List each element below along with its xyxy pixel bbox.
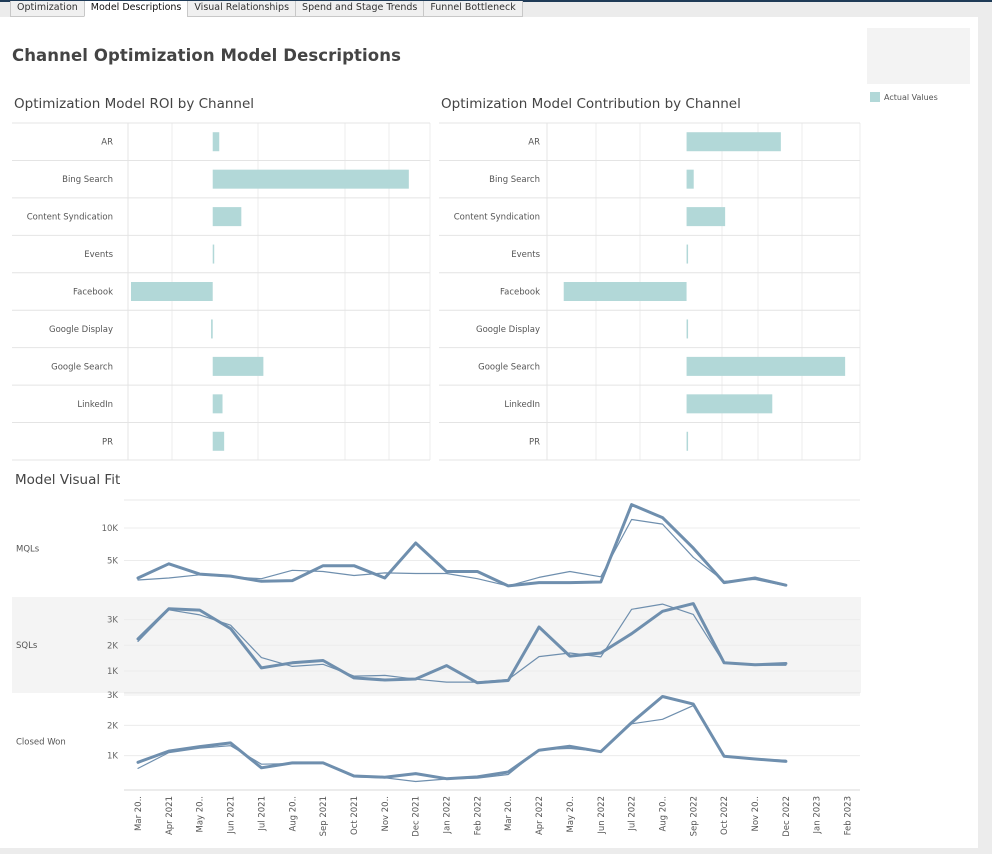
- dashboard-tabs: Optimization Model Descriptions Visual R…: [10, 1, 523, 17]
- legend-swatch: [870, 92, 880, 102]
- roi-chart-title: Optimization Model ROI by Channel: [14, 96, 255, 112]
- page-title: Channel Optimization Model Descriptions: [12, 46, 402, 65]
- tab-model-descriptions[interactable]: Model Descriptions: [83, 1, 189, 17]
- contribution-chart-title: Optimization Model Contribution by Chann…: [441, 96, 741, 112]
- tab-funnel-bottleneck[interactable]: Funnel Bottleneck: [423, 1, 523, 17]
- legend[interactable]: Actual Values: [870, 92, 938, 102]
- tab-optimization[interactable]: Optimization: [10, 1, 85, 17]
- legend-placeholder: [867, 28, 970, 84]
- visual-fit-title: Model Visual Fit: [15, 472, 121, 488]
- tab-spend-and-stage-trends[interactable]: Spend and Stage Trends: [295, 1, 425, 17]
- legend-label: Actual Values: [884, 92, 938, 102]
- tab-visual-relationships[interactable]: Visual Relationships: [187, 1, 297, 17]
- dashboard-canvas: [0, 17, 978, 848]
